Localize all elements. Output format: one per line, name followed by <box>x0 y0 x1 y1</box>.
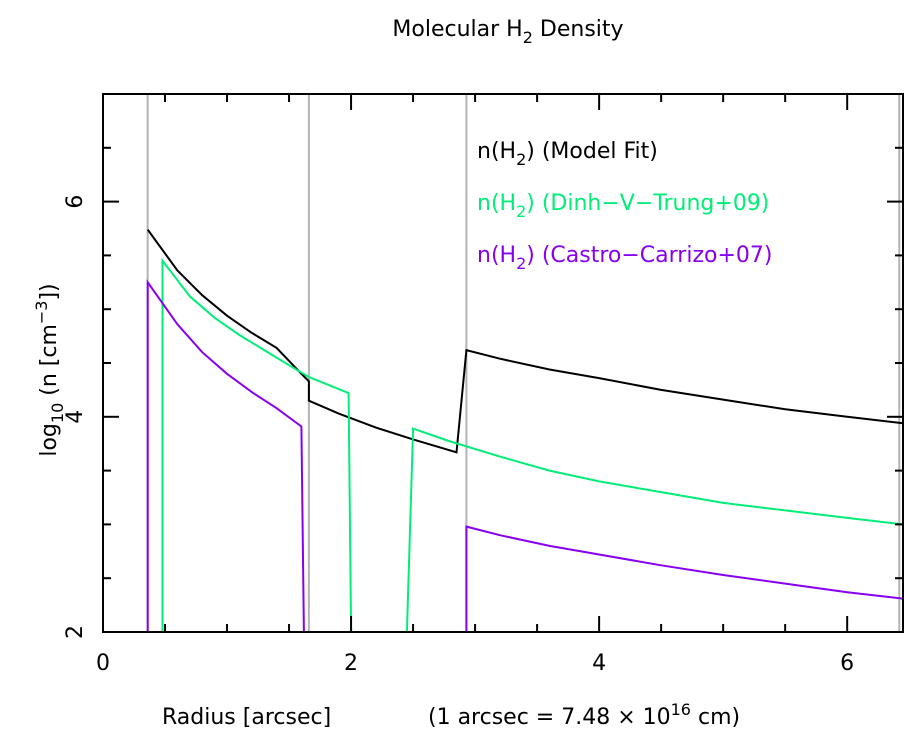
series-line-1 <box>161 257 904 633</box>
series-line-0 <box>146 229 904 454</box>
x-tick-label: 4 <box>592 651 606 676</box>
y-tick-label: 6 <box>63 195 88 209</box>
y-tick-label: 2 <box>63 625 88 639</box>
x-axis-label: Radius [arcsec] <box>162 705 331 730</box>
x-axis-conversion-note: (1 arcsec = 7.48 × 1016 cm) <box>428 700 740 730</box>
y-tick-label: 4 <box>63 410 88 424</box>
legend-entry-0: n(H2) (Model Fit) <box>477 139 658 169</box>
chart-title: Molecular H2 Density <box>392 17 623 47</box>
y-axis-label: log10 (n [cm−3]) <box>32 283 67 456</box>
x-tick-label: 2 <box>344 651 358 676</box>
plot-frame <box>102 93 904 633</box>
legend-entry-2: n(H2) (Castro−Carrizo+07) <box>477 243 773 273</box>
x-tick-label: 6 <box>840 651 854 676</box>
series-group <box>146 229 904 633</box>
legend-entry-1: n(H2) (Dinh−V−Trung+09) <box>477 191 769 221</box>
series-line-2 <box>146 279 904 633</box>
legend: n(H2) (Model Fit) n(H2) (Dinh−V−Trung+09)… <box>477 139 773 273</box>
x-tick-label: 0 <box>96 651 110 676</box>
